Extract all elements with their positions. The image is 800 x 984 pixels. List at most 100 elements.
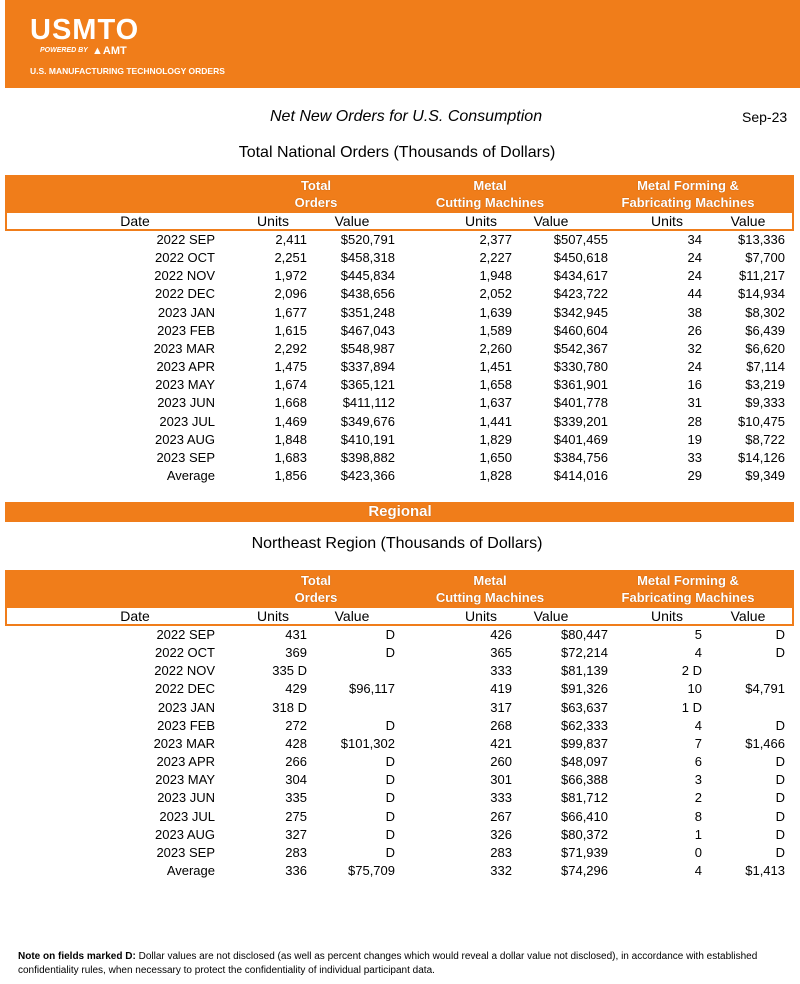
table-cell: 301 (490, 772, 512, 788)
table-cell: 2,251 (274, 250, 307, 266)
table-cell: 33 (687, 449, 702, 465)
table-cell: D (385, 826, 395, 842)
table-cell: 4 (694, 717, 702, 733)
row-date: Average (166, 467, 215, 483)
table-cell: D (385, 790, 395, 806)
table-cell: $9,349 (745, 467, 785, 483)
row-date: 2023 MAR (153, 735, 215, 751)
row-date: 2022 DEC (155, 286, 215, 302)
table-cell: $6,620 (745, 340, 785, 356)
table-cell: 1,948 (479, 268, 512, 284)
table-cell: $75,709 (348, 862, 395, 878)
table-cell: $384,756 (553, 449, 608, 465)
table-cell: $339,201 (553, 413, 608, 429)
table-cell: 6 (694, 754, 702, 770)
row-date: Average (166, 862, 215, 878)
table-cell: 1,658 (479, 377, 512, 393)
table-cell: 1,650 (479, 449, 512, 465)
row-date: 2023 JAN (157, 304, 215, 320)
table-cell: 5 (694, 627, 702, 642)
row-date: 2023 AUG (155, 431, 215, 447)
regional-band (5, 502, 794, 522)
group-heading: Total (300, 573, 332, 588)
table-cell: 1,615 (274, 322, 307, 338)
column-label: Value (533, 213, 569, 229)
table-cell: 333 (490, 790, 512, 806)
table-cell: $330,780 (553, 359, 608, 375)
table-cell: 1,469 (274, 413, 307, 429)
table-cell: D (775, 772, 785, 788)
section-title: Northeast Region (Thousands of Dollars) (251, 535, 543, 552)
row-date: 2023 SEP (156, 449, 215, 465)
table-cell: D (385, 645, 395, 661)
table-cell: $80,447 (561, 627, 608, 642)
group-heading: Cutting Machines (435, 590, 545, 605)
logo: USMTO (30, 14, 140, 46)
group-heading: Metal Forming & (637, 178, 739, 193)
section-title: Total National Orders (Thousands of Doll… (238, 144, 556, 161)
table-cell: 304 (285, 772, 307, 788)
table-cell: 26 (687, 322, 702, 338)
table-cell: $7,114 (746, 359, 785, 375)
table-cell: $96,117 (348, 681, 395, 697)
table-cell: 4 (694, 645, 702, 661)
table-cell: 1 D (681, 699, 702, 715)
row-date: 2023 FEB (157, 717, 215, 733)
table-cell: $8,722 (745, 431, 785, 447)
table-cell: 16 (687, 377, 702, 393)
table-cell: D (775, 627, 785, 642)
table-cell: 7 (694, 735, 702, 751)
table-cell: 365 (490, 645, 512, 661)
table-cell: $14,934 (738, 286, 785, 302)
table-cell: 268 (490, 717, 512, 733)
table-cell: 24 (687, 359, 702, 375)
column-label-row (5, 211, 794, 231)
table-cell: $423,722 (553, 286, 608, 302)
row-date: 2023 MAR (153, 340, 215, 356)
table-cell: $351,248 (340, 304, 395, 320)
group-heading: Metal (473, 178, 507, 193)
table-cell: D (385, 627, 395, 642)
table-cell: 283 (490, 844, 512, 860)
table-cell: 317 (490, 699, 512, 715)
column-label: Units (257, 213, 289, 229)
column-label: Units (651, 213, 683, 229)
report-title: Net New Orders for U.S. Consumption (270, 108, 543, 125)
table-cell: $63,637 (561, 699, 608, 715)
table-cell: 24 (687, 268, 702, 284)
table-cell: 419 (490, 681, 512, 697)
table-cell: 28 (687, 413, 702, 429)
table-cell: $507,455 (553, 232, 608, 247)
table-cell: 428 (285, 735, 307, 751)
row-date: 2023 JUN (157, 790, 215, 806)
table-cell: 267 (490, 808, 512, 824)
table-cell: $401,778 (553, 395, 608, 411)
table-cell: D (775, 808, 785, 824)
table-cell: $99,837 (561, 735, 608, 751)
table-cell: $62,333 (561, 717, 608, 733)
table-cell: 260 (490, 754, 512, 770)
group-heading: Orders (294, 590, 338, 605)
table-cell: $438,656 (340, 286, 395, 302)
table-cell: 2,377 (479, 232, 512, 247)
table-cell: $423,366 (340, 467, 395, 483)
column-label: Units (465, 213, 497, 229)
header-band (5, 0, 800, 88)
row-date: 2023 FEB (157, 322, 215, 338)
table-cell: $81,712 (561, 790, 608, 806)
amt: AMT (102, 45, 127, 57)
powered-by: POWERED BY (40, 47, 88, 54)
table-cell: 2,292 (274, 340, 307, 356)
table-cell: 1,441 (479, 413, 512, 429)
table-cell: 426 (490, 627, 512, 642)
table-cell: 335 (285, 790, 307, 806)
table-cell: 1,637 (479, 395, 512, 411)
table-cell: 1,589 (479, 322, 512, 338)
table-cell: $3,219 (745, 377, 785, 393)
table-cell: 1,677 (274, 304, 307, 320)
table-cell: $91,326 (561, 681, 608, 697)
table-cell: $9,333 (745, 395, 785, 411)
table-cell: 327 (285, 826, 307, 842)
table-cell: $450,618 (553, 250, 608, 266)
